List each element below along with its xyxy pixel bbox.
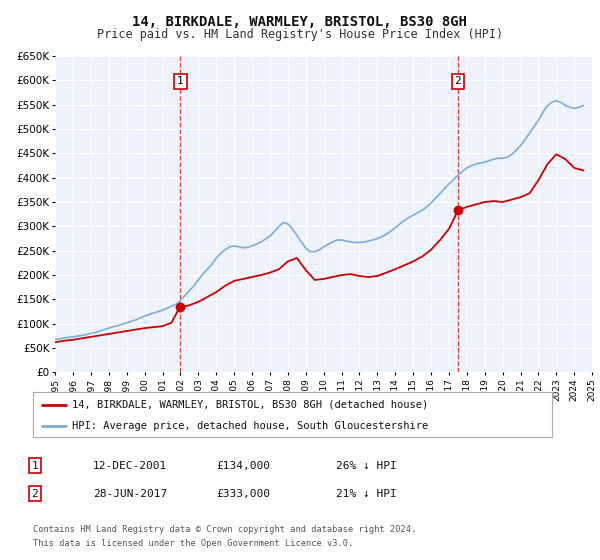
Text: £134,000: £134,000 (216, 461, 270, 471)
Text: 2: 2 (455, 76, 461, 86)
Text: HPI: Average price, detached house, South Gloucestershire: HPI: Average price, detached house, Sout… (72, 421, 428, 431)
Text: 12-DEC-2001: 12-DEC-2001 (93, 461, 167, 471)
Text: 1: 1 (177, 76, 184, 86)
Text: 1: 1 (31, 461, 38, 471)
Text: 2: 2 (31, 489, 38, 499)
Text: Price paid vs. HM Land Registry's House Price Index (HPI): Price paid vs. HM Land Registry's House … (97, 28, 503, 41)
Text: Contains HM Land Registry data © Crown copyright and database right 2024.: Contains HM Land Registry data © Crown c… (33, 525, 416, 534)
Text: 14, BIRKDALE, WARMLEY, BRISTOL, BS30 8GH (detached house): 14, BIRKDALE, WARMLEY, BRISTOL, BS30 8GH… (72, 399, 428, 409)
Text: 26% ↓ HPI: 26% ↓ HPI (336, 461, 397, 471)
Text: 28-JUN-2017: 28-JUN-2017 (93, 489, 167, 499)
Text: 14, BIRKDALE, WARMLEY, BRISTOL, BS30 8GH: 14, BIRKDALE, WARMLEY, BRISTOL, BS30 8GH (133, 15, 467, 29)
Text: 21% ↓ HPI: 21% ↓ HPI (336, 489, 397, 499)
Text: This data is licensed under the Open Government Licence v3.0.: This data is licensed under the Open Gov… (33, 539, 353, 548)
Text: £333,000: £333,000 (216, 489, 270, 499)
